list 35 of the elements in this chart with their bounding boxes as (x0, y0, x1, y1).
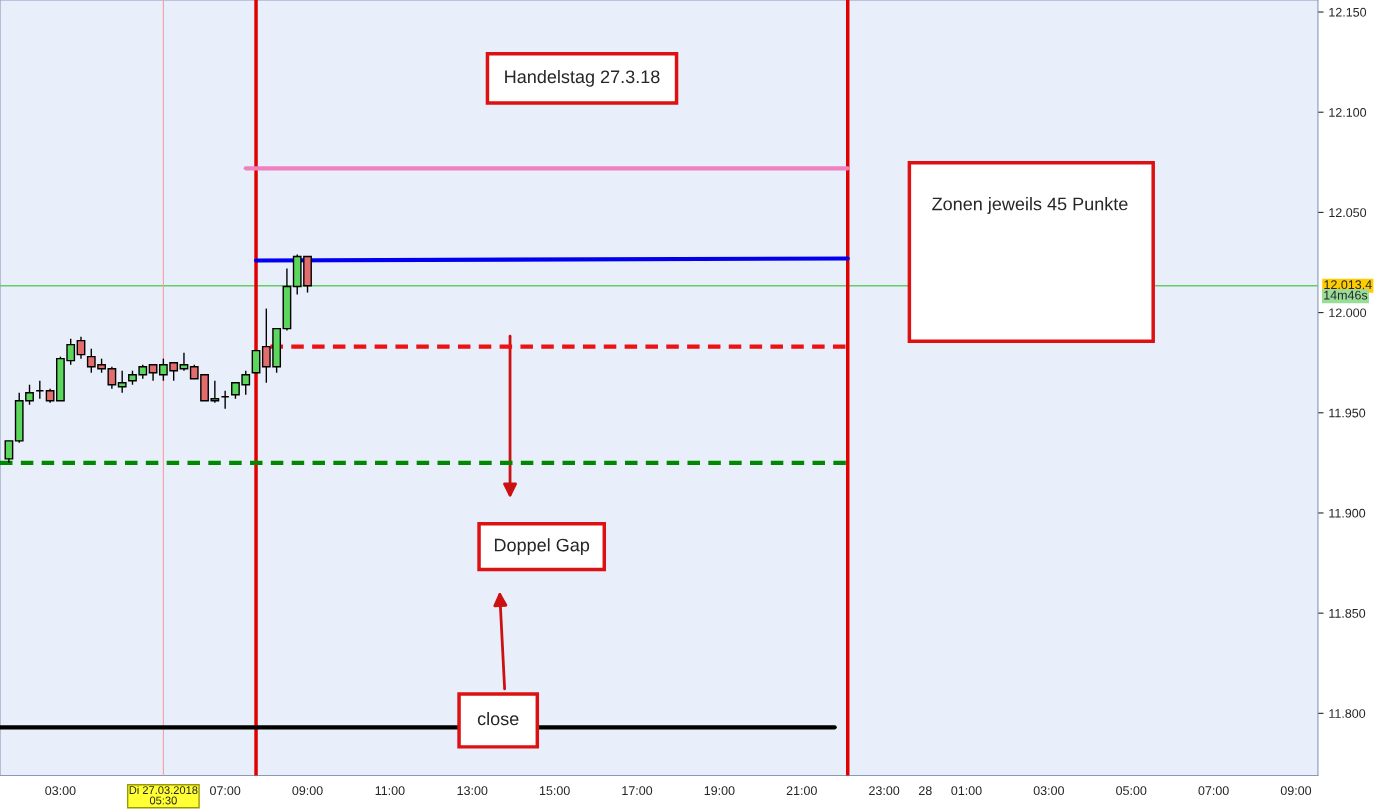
ref-line-label: 12.013,4 (1324, 280, 1372, 291)
x-tick-label: 28 (918, 786, 932, 796)
x-tick-label: 23:00 (869, 786, 900, 796)
candlestick (76, 335, 86, 360)
annotation: Handelstag 27.3.18 (505, 69, 660, 87)
x-tick-label: 19:00 (704, 786, 735, 796)
x-tick-label: 17:00 (622, 786, 653, 796)
y-tick-label: 12.100 (1329, 108, 1367, 117)
candlestick (251, 349, 261, 374)
y-tick-label: 11.800 (1329, 709, 1366, 718)
x-tick-label: 15:00 (539, 786, 570, 796)
candlestick (117, 370, 127, 394)
x-tick-label: 07:00 (210, 786, 241, 796)
x-tick-label: 09:00 (1280, 786, 1312, 796)
y-tick-label: 11.850 (1329, 608, 1366, 618)
x-tick-label: 03:00 (45, 786, 76, 796)
x-tick-label: 01:00 (951, 786, 982, 796)
annotation: Zonen jeweils 45 Punkte (932, 197, 1128, 214)
y-tick-label: 12.150 (1329, 7, 1367, 17)
y-tick-label: 12.000 (1329, 308, 1367, 318)
annotation: Doppel Gap (494, 538, 590, 555)
x-tick-label: Di 27.03.2018 05:30 (129, 785, 198, 805)
x-tick-label: 13:00 (457, 786, 488, 796)
y-tick-label: 11.900 (1329, 508, 1366, 518)
x-tick-label: 05:00 (1116, 786, 1147, 796)
x-tick-label: 11:00 (375, 786, 405, 796)
x-tick-label: 09:00 (292, 786, 323, 796)
y-tick-label: 12.050 (1329, 208, 1367, 218)
x-tick-label: 21:00 (786, 786, 817, 796)
y-tick-label: 11.950 (1329, 408, 1366, 418)
text: 14m46s (1324, 290, 1368, 300)
x-tick-label: 07:00 (1198, 786, 1229, 796)
annotation: close (477, 711, 519, 726)
candlestick (4, 440, 14, 464)
x-tick-label: 03:00 (1033, 786, 1065, 796)
